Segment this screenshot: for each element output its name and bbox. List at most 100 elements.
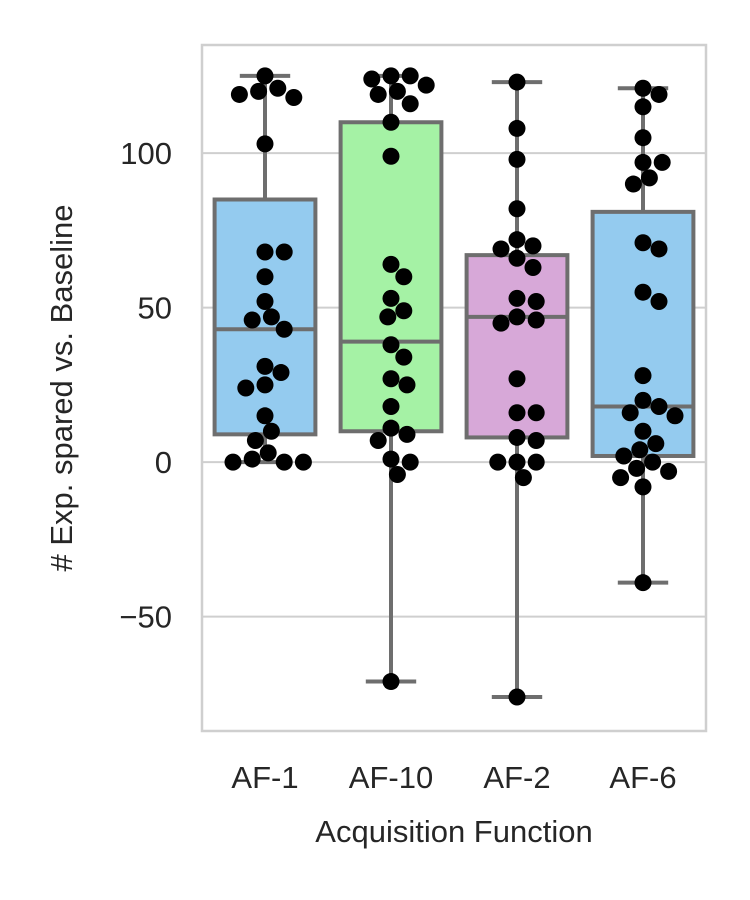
point-AF-6	[634, 98, 652, 116]
point-AF-1	[224, 453, 242, 471]
y-tick-label: 100	[120, 136, 172, 171]
point-AF-6	[650, 85, 668, 103]
point-AF-6	[634, 391, 652, 409]
point-AF-2	[489, 453, 507, 471]
point-AF-2	[508, 150, 526, 168]
point-AF-6	[650, 292, 668, 310]
point-AF-2	[527, 453, 545, 471]
point-AF-10	[388, 466, 406, 484]
boxes	[212, 73, 696, 700]
x-tick-label: AF-1	[231, 760, 298, 795]
data-points	[224, 67, 684, 706]
point-AF-10	[395, 302, 413, 320]
point-AF-1	[230, 85, 248, 103]
point-AF-1	[250, 82, 268, 100]
point-AF-6	[640, 169, 658, 187]
point-AF-1	[275, 320, 293, 338]
point-AF-2	[508, 453, 526, 471]
point-AF-10	[382, 419, 400, 437]
point-AF-1	[256, 407, 274, 425]
point-AF-10	[382, 147, 400, 165]
point-AF-2	[524, 237, 542, 255]
x-tick-label: AF-10	[349, 760, 433, 795]
y-tick-label: 50	[138, 291, 172, 326]
point-AF-10	[401, 95, 419, 113]
point-AF-6	[624, 175, 642, 193]
point-AF-10	[382, 113, 400, 131]
point-AF-2	[527, 432, 545, 450]
point-AF-6	[634, 283, 652, 301]
point-AF-1	[256, 292, 274, 310]
x-tick-label: AF-6	[609, 760, 676, 795]
point-AF-1	[294, 453, 312, 471]
point-AF-10	[398, 425, 416, 443]
point-AF-6	[653, 153, 671, 171]
point-AF-10	[398, 376, 416, 394]
point-AF-2	[508, 370, 526, 388]
point-AF-2	[508, 249, 526, 267]
x-axis-label: Acquisition Function	[315, 814, 592, 849]
point-AF-6	[650, 240, 668, 258]
point-AF-10	[401, 453, 419, 471]
point-AF-1	[243, 311, 261, 329]
point-AF-10	[382, 673, 400, 691]
point-AF-2	[508, 73, 526, 91]
point-AF-1	[256, 357, 274, 375]
point-AF-1	[246, 432, 264, 450]
point-AF-10	[382, 370, 400, 388]
box-AF-1	[212, 73, 318, 465]
point-AF-10	[369, 432, 387, 450]
point-AF-6	[666, 407, 684, 425]
point-AF-1	[256, 67, 274, 85]
point-AF-1	[256, 243, 274, 261]
point-AF-2	[508, 688, 526, 706]
x-tick-labels: AF-1 AF-10 AF-2 AF-6	[231, 760, 676, 795]
point-AF-2	[524, 258, 542, 276]
point-AF-2	[514, 469, 532, 487]
point-AF-1	[256, 135, 274, 153]
point-AF-1	[262, 308, 280, 326]
y-tick-labels: −50 0 50 100	[119, 136, 172, 635]
point-AF-10	[382, 336, 400, 354]
point-AF-6	[634, 129, 652, 147]
point-AF-6	[628, 459, 646, 477]
point-AF-1	[275, 453, 293, 471]
y-axis-label: # Exp. spared vs. Baseline	[44, 204, 79, 571]
point-AF-6	[621, 404, 639, 422]
point-AF-6	[647, 435, 665, 453]
point-AF-2	[508, 428, 526, 446]
point-AF-6	[660, 462, 678, 480]
point-AF-6	[650, 398, 668, 416]
point-AF-2	[492, 314, 510, 332]
point-AF-2	[508, 200, 526, 218]
x-tick-label: AF-2	[483, 760, 550, 795]
point-AF-1	[269, 79, 287, 97]
point-AF-2	[508, 119, 526, 137]
point-AF-2	[508, 308, 526, 326]
point-AF-6	[634, 422, 652, 440]
point-AF-6	[644, 453, 662, 471]
point-AF-6	[615, 447, 633, 465]
box-AF-2	[464, 80, 570, 700]
point-AF-2	[527, 404, 545, 422]
point-AF-10	[363, 70, 381, 88]
point-AF-6	[631, 441, 649, 459]
point-AF-10	[417, 76, 435, 94]
point-AF-2	[508, 404, 526, 422]
point-AF-10	[382, 289, 400, 307]
point-AF-6	[612, 469, 630, 487]
plot-frame	[200, 43, 708, 733]
point-AF-1	[285, 89, 303, 107]
point-AF-6	[634, 478, 652, 496]
point-AF-1	[256, 376, 274, 394]
point-AF-6	[634, 79, 652, 97]
point-AF-10	[401, 67, 419, 85]
point-AF-1	[259, 444, 277, 462]
point-AF-10	[395, 268, 413, 286]
point-AF-1	[275, 243, 293, 261]
point-AF-10	[382, 398, 400, 416]
point-AF-1	[256, 268, 274, 286]
point-AF-10	[382, 450, 400, 468]
point-AF-10	[382, 67, 400, 85]
